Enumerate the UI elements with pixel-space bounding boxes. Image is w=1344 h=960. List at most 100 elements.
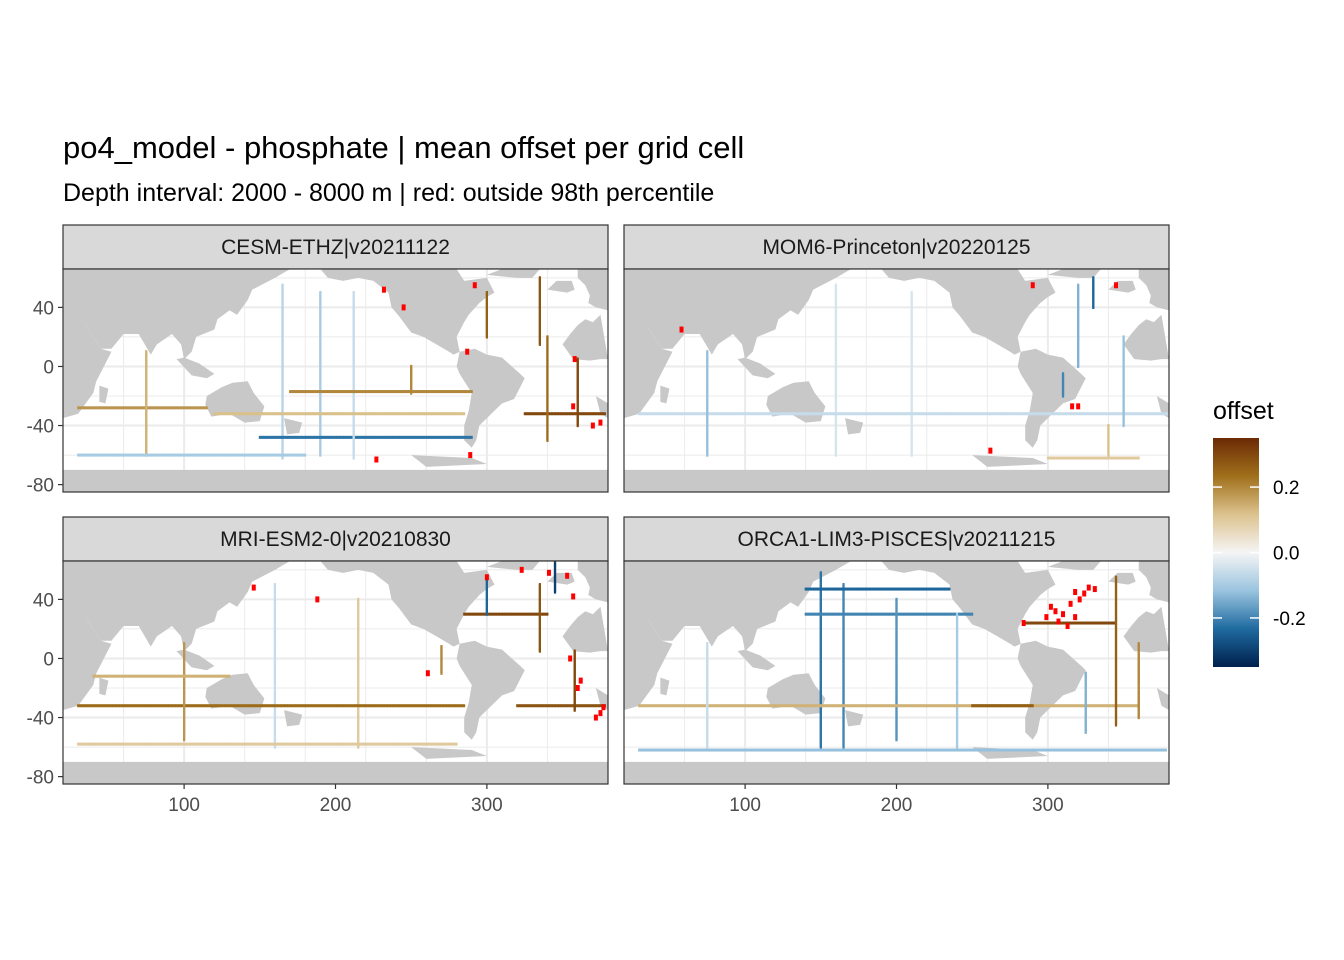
data-cell — [249, 704, 252, 708]
data-cell — [410, 742, 413, 746]
data-cell — [830, 612, 833, 616]
land-mass — [737, 357, 776, 379]
data-cell — [582, 412, 585, 416]
data-cell — [470, 390, 473, 394]
land-mass — [284, 418, 303, 435]
data-cell — [449, 435, 452, 439]
data-cell — [301, 390, 304, 394]
data-cell — [975, 704, 978, 708]
data-cell — [422, 412, 425, 416]
data-cell — [965, 612, 968, 616]
data-cell — [1051, 704, 1054, 708]
data-cell — [1027, 412, 1030, 416]
data-cell — [160, 453, 163, 457]
data-cell — [131, 674, 134, 678]
data-cell — [919, 612, 922, 616]
data-cell — [801, 704, 804, 708]
data-cell — [261, 435, 264, 439]
data-cell — [844, 612, 847, 616]
data-cell — [263, 742, 266, 746]
data-cell — [411, 435, 414, 439]
data-cell — [273, 583, 277, 587]
y-tick-label: -40 — [27, 709, 54, 730]
data-cell — [101, 742, 104, 746]
data-cell — [231, 742, 234, 746]
data-cell — [392, 390, 395, 394]
data-cell — [871, 704, 874, 708]
data-cell — [872, 412, 875, 416]
data-cell — [296, 390, 299, 394]
data-cell — [90, 704, 93, 708]
data-cell — [738, 748, 741, 752]
data-cell — [1081, 412, 1084, 416]
data-cell — [937, 587, 940, 591]
data-cell — [540, 704, 543, 708]
data-cell — [364, 412, 367, 416]
data-cell — [443, 704, 446, 708]
data-cell — [345, 704, 348, 708]
data-cell — [839, 704, 842, 708]
data-cell — [413, 704, 416, 708]
outlier-cell — [1114, 282, 1119, 289]
data-cell — [943, 612, 946, 616]
data-cell — [254, 453, 257, 457]
data-cell — [428, 412, 431, 416]
data-cell — [1009, 412, 1012, 416]
data-cell — [683, 704, 686, 708]
land-mass — [577, 561, 608, 603]
data-cell — [187, 742, 190, 746]
data-cell — [1095, 621, 1098, 625]
data-cell — [316, 435, 319, 439]
data-cell — [167, 453, 170, 457]
data-cell — [730, 412, 733, 416]
data-cell — [314, 412, 317, 416]
data-cell — [305, 435, 308, 439]
data-cell — [272, 704, 275, 708]
data-cell — [157, 674, 160, 678]
data-cell — [594, 412, 597, 416]
data-cell — [697, 704, 700, 708]
data-cell — [1105, 412, 1108, 416]
data-cell — [317, 390, 320, 394]
data-cell — [272, 412, 275, 416]
data-cell — [243, 742, 246, 746]
data-cell — [784, 748, 787, 752]
data-cell — [1078, 621, 1081, 625]
data-cell — [1121, 456, 1124, 460]
data-cell — [77, 453, 80, 457]
data-cell — [378, 704, 381, 708]
data-cell — [95, 674, 98, 678]
data-cell — [401, 742, 404, 746]
data-cell — [118, 406, 121, 410]
data-cell — [399, 412, 402, 416]
data-cell — [470, 612, 473, 616]
data-cell — [517, 704, 520, 708]
data-cell — [713, 748, 716, 752]
data-cell — [774, 412, 777, 416]
data-cell — [264, 453, 267, 457]
data-cell — [328, 435, 331, 439]
data-cell — [457, 704, 460, 708]
data-cell — [572, 704, 575, 708]
data-cell — [1121, 704, 1124, 708]
data-cell — [198, 704, 201, 708]
data-cell — [261, 412, 264, 416]
data-cell — [943, 704, 946, 708]
data-cell — [295, 435, 298, 439]
data-cell — [691, 748, 694, 752]
data-cell — [354, 412, 357, 416]
data-cell — [404, 742, 407, 746]
data-cell — [166, 453, 169, 457]
data-cell — [266, 453, 269, 457]
data-cell — [768, 412, 771, 416]
data-cell — [945, 412, 948, 416]
data-cell — [307, 412, 310, 416]
data-cell — [1125, 456, 1128, 460]
data-cell — [672, 748, 675, 752]
data-cell — [859, 612, 862, 616]
data-cell — [1081, 704, 1084, 708]
data-cell — [295, 390, 298, 394]
data-cell — [393, 742, 396, 746]
data-cell — [915, 612, 918, 616]
land-mass — [486, 561, 540, 570]
